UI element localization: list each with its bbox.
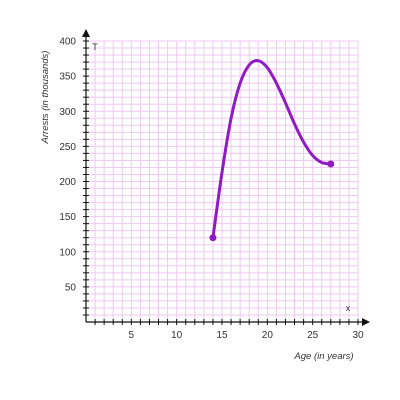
x-axis-variable: x — [346, 303, 351, 313]
series-curve — [211, 59, 333, 240]
y-tick-label: 100 — [59, 247, 76, 258]
series-start-point — [209, 234, 217, 242]
y-tick-label: 300 — [59, 107, 76, 118]
series-end-point — [327, 160, 335, 168]
x-tick-labels: 5 10 15 20 25 30 — [129, 330, 364, 341]
tick-marks — [83, 40, 359, 325]
series — [209, 59, 335, 242]
x-axis-arrow — [362, 318, 370, 326]
grid — [85, 40, 359, 323]
y-axis-variable: T — [92, 42, 98, 52]
x-tick-label: 10 — [171, 330, 183, 341]
x-tick-label: 20 — [262, 330, 274, 341]
y-tick-label: 150 — [59, 212, 76, 223]
y-axis-title: Arrests (in thousands) — [40, 51, 51, 145]
axes — [82, 29, 370, 326]
x-tick-label: 30 — [352, 330, 364, 341]
y-tick-labels: 50 100 150 200 250 300 350 400 — [59, 37, 76, 294]
y-tick-label: 50 — [65, 282, 77, 293]
x-tick-label: 5 — [129, 330, 135, 341]
x-axis-title: Age (in years) — [293, 351, 353, 362]
x-tick-label: 25 — [307, 330, 319, 341]
y-tick-label: 250 — [59, 142, 76, 153]
y-axis-arrow — [82, 29, 90, 37]
y-tick-label: 350 — [59, 72, 76, 83]
x-tick-label: 15 — [216, 330, 228, 341]
y-tick-label: 400 — [59, 37, 76, 48]
y-tick-label: 200 — [59, 177, 76, 188]
